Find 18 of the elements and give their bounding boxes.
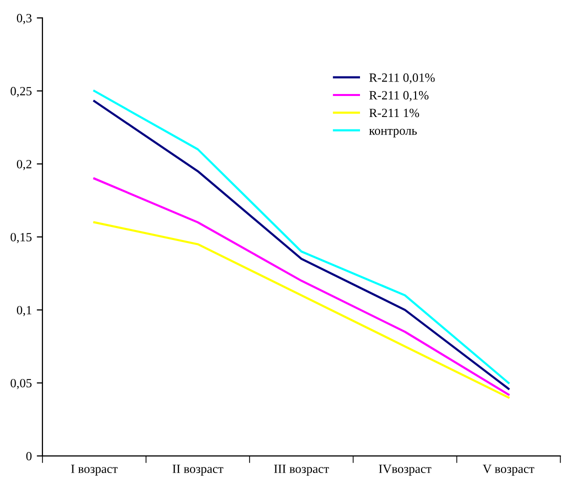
y-tick-label: 0,05 (10, 378, 32, 390)
x-tick-label: IVвозраст (378, 464, 432, 476)
x-tick-label: II возраст (172, 464, 224, 476)
legend-label: R-211 0,1% (369, 91, 428, 102)
line-series (93, 177, 510, 396)
y-tick-label: 0,15 (10, 232, 32, 244)
y-tick-label: 0 (26, 452, 32, 460)
line-series (93, 221, 510, 399)
y-tick-label: 0,25 (10, 86, 32, 98)
legend-label: R-211 0,01% (369, 73, 435, 84)
x-tick-label: I возраст (71, 464, 118, 476)
y-tick-label: 0,3 (16, 14, 32, 24)
legend-label: контроль (369, 128, 417, 138)
legend-label: R-211 1% (369, 108, 420, 118)
y-tick-label: 0,1 (16, 306, 32, 316)
y-tick-label: 0,2 (16, 160, 32, 170)
x-tick-label: V возраст (482, 464, 534, 476)
x-tick-label: III возраст (274, 464, 329, 476)
